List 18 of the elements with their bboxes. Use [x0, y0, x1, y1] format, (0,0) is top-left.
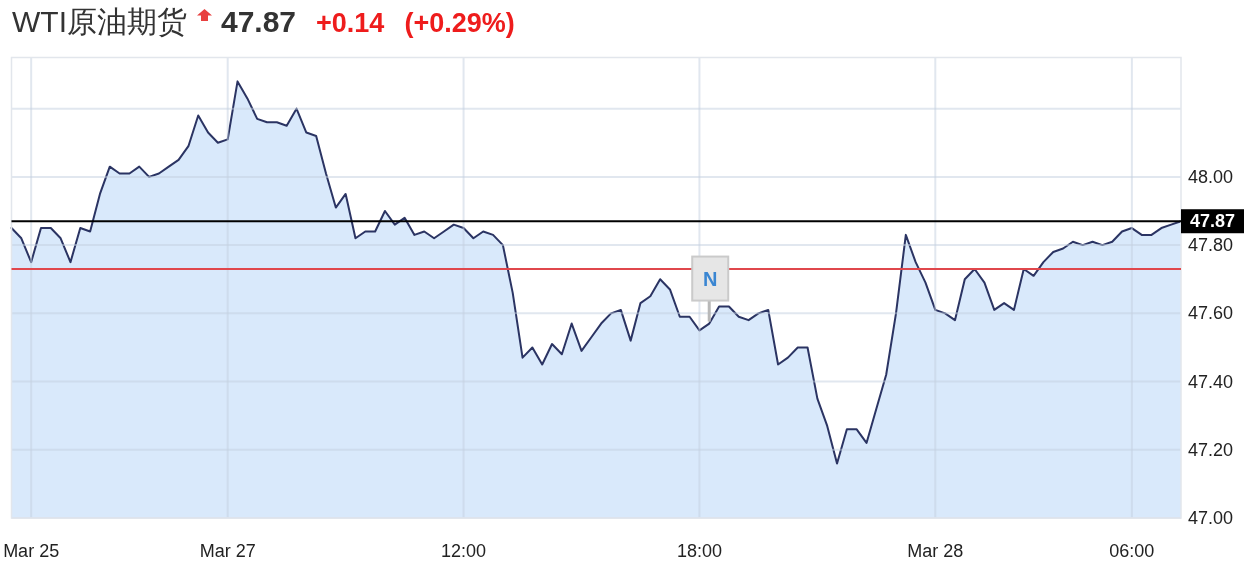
y-tick-label: 47.00 — [1188, 508, 1234, 528]
annotation: N — [703, 267, 718, 290]
text: 47.87 — [220, 4, 297, 40]
x-tick-label: 06:00 — [1109, 541, 1155, 561]
ref-line-label: 47.87 — [1189, 211, 1236, 232]
x-tick-label: 12:00 — [441, 541, 487, 561]
y-tick-label: 47.80 — [1188, 235, 1234, 256]
y-tick-label: 48.00 — [1188, 166, 1234, 187]
x-tick-label: Mar 25 — [3, 541, 60, 561]
x-tick-label: Mar 28 — [907, 541, 964, 561]
y-tick-label: 47.20 — [1188, 439, 1234, 460]
chart-title: WTI原油期货 — [12, 4, 187, 40]
y-tick-label: 47.60 — [1188, 303, 1234, 324]
text: +0.14 — [316, 7, 385, 40]
x-tick-label: 18:00 — [676, 541, 722, 561]
y-tick-label: 47.40 — [1188, 371, 1234, 392]
text: (+0.29%) — [404, 7, 515, 40]
x-tick-label: Mar 27 — [199, 541, 256, 561]
